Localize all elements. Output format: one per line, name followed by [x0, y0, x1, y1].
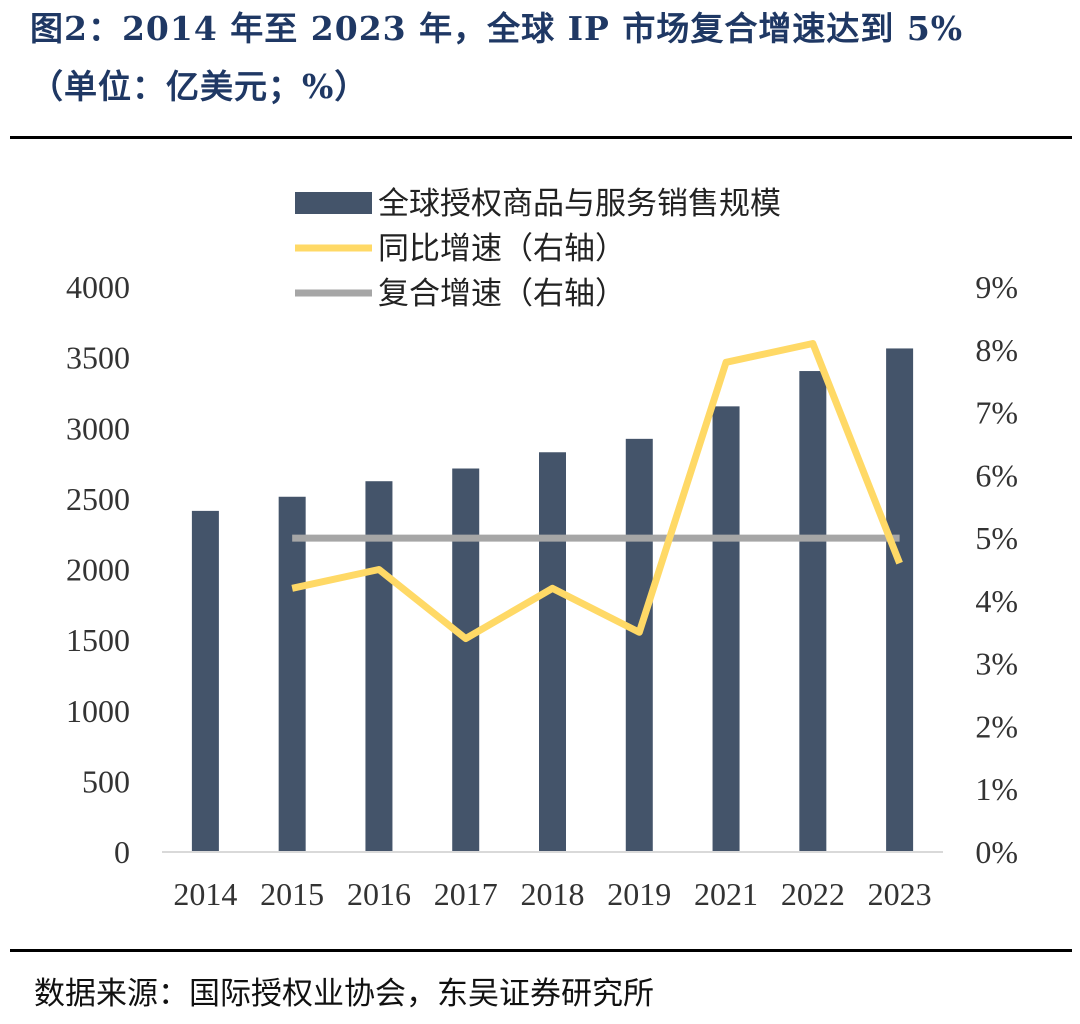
legend-swatch-bar [295, 192, 372, 214]
y-left-tick-label: 2000 [66, 552, 130, 588]
legend-label: 全球授权商品与服务销售规模 [378, 186, 781, 222]
y-left-tick-label: 1500 [66, 622, 130, 658]
x-tick-label: 2021 [694, 876, 758, 912]
bar [712, 406, 740, 852]
legend-label: 复合增速（右轴） [378, 276, 626, 312]
y-right-tick-label: 4% [975, 583, 1018, 619]
x-tick-label: 2018 [521, 876, 585, 912]
bottom-divider [10, 949, 1072, 952]
y-left-tick-label: 3000 [66, 410, 130, 446]
bar [365, 481, 393, 852]
y-left-tick-label: 2500 [66, 481, 130, 517]
y-left-tick-label: 1000 [66, 693, 130, 729]
y-left-tick-label: 500 [82, 763, 130, 799]
y-axis-right: 0% 1% 2% 3% 4% 5% 6% 7% 8% 9% [975, 269, 1018, 870]
y-right-tick-label: 6% [975, 457, 1018, 493]
bar [625, 438, 653, 852]
x-tick-label: 2014 [173, 876, 237, 912]
y-right-tick-label: 2% [975, 708, 1018, 744]
y-right-tick-label: 7% [975, 395, 1018, 431]
y-right-tick-label: 8% [975, 332, 1018, 368]
bar-series [191, 348, 914, 852]
bar [886, 348, 914, 852]
y-right-tick-label: 3% [975, 646, 1018, 682]
bar [191, 510, 219, 852]
line-series [291, 340, 903, 643]
x-tick-label: 2017 [434, 876, 498, 912]
x-tick-label: 2022 [781, 876, 845, 912]
data-source: 数据来源：国际授权业协会，东吴证券研究所 [34, 976, 654, 1012]
x-tick-label: 2015 [260, 876, 324, 912]
x-tick-label: 2016 [347, 876, 411, 912]
title-line-2: （单位：亿美元；%） [30, 67, 369, 106]
legend-label: 同比增速（右轴） [378, 231, 626, 267]
top-divider [10, 136, 1072, 139]
y-right-tick-label: 0% [975, 834, 1018, 870]
x-tick-label: 2023 [868, 876, 932, 912]
chart-title: 图2：2014 年至 2023 年，全球 IP 市场复合增速达到 5% （单位：… [30, 0, 1070, 116]
title-line-1: 图2：2014 年至 2023 年，全球 IP 市场复合增速达到 5% [30, 9, 964, 48]
y-left-tick-label: 0 [114, 834, 130, 870]
y-right-tick-label: 1% [975, 771, 1018, 807]
y-axis-left: 0 500 1000 1500 2000 2500 3000 3500 4000 [66, 269, 130, 870]
bar [452, 468, 480, 852]
y-right-tick-label: 5% [975, 520, 1018, 556]
bar [539, 452, 566, 852]
y-right-tick-label: 9% [975, 269, 1018, 305]
x-axis: 2014 2015 2016 2017 2018 2019 2021 2022 2023 [173, 876, 931, 912]
y-left-tick-label: 3500 [66, 340, 130, 376]
bar [799, 371, 827, 852]
x-tick-label: 2019 [607, 876, 671, 912]
yoy-growth-line [291, 340, 903, 643]
bar [278, 496, 306, 852]
y-left-tick-label: 4000 [66, 269, 130, 305]
